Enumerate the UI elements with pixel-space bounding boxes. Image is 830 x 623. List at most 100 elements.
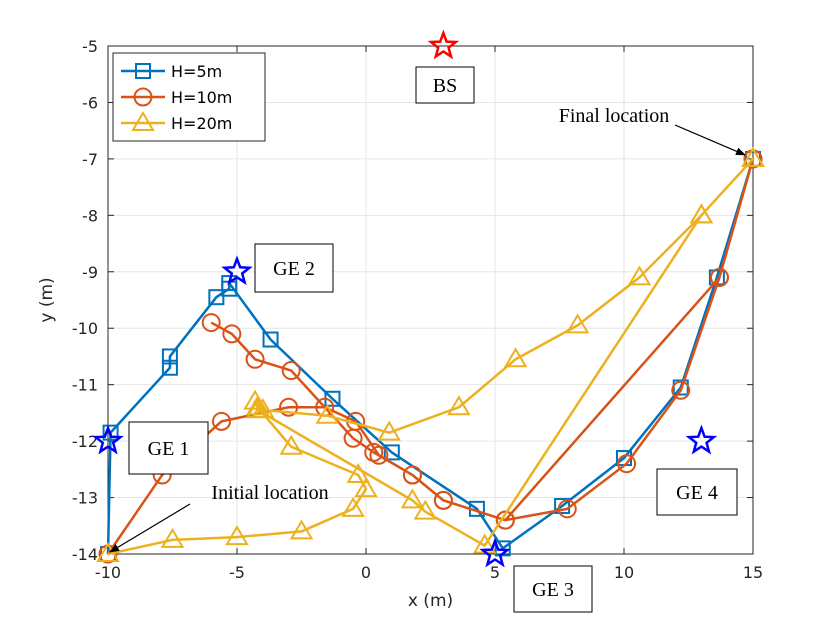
circle-marker <box>212 411 232 431</box>
triangle-marker <box>341 496 365 517</box>
circle-marker <box>557 499 577 519</box>
triangle-marker <box>225 525 249 546</box>
triangle-marker <box>289 519 314 540</box>
circle-marker <box>364 442 384 462</box>
x-tick-label: -5 <box>229 563 245 582</box>
callout-label-ge3: GE 3 <box>532 579 574 601</box>
legend-entry-2: H=10m <box>121 87 232 107</box>
triangle-marker <box>243 389 267 410</box>
x-tick-label: 0 <box>361 563 371 582</box>
star-icon-ge1 <box>92 424 124 455</box>
triangle-marker <box>447 395 471 416</box>
series-1 <box>100 150 761 562</box>
triangle-marker <box>565 313 590 334</box>
square-marker <box>383 444 400 461</box>
callout-label-ge2: GE 2 <box>273 258 315 280</box>
circle-marker <box>671 380 691 400</box>
circle-marker <box>279 397 299 417</box>
location-markers <box>92 29 718 568</box>
star-icon-bs <box>427 29 460 60</box>
y-tick-label: -5 <box>82 37 98 56</box>
callout-ge1: GE 1 <box>128 421 209 475</box>
callout-label-bs: BS <box>433 75 457 97</box>
x-tick-label: 10 <box>614 563 634 582</box>
annotation-text: Initial location <box>211 482 328 504</box>
circle-marker <box>343 428 363 448</box>
triangle-marker <box>354 477 378 498</box>
callout-label-ge4: GE 4 <box>676 482 718 504</box>
x-tick-label: 15 <box>743 563 763 582</box>
callout-ge4: GE 4 <box>656 468 738 516</box>
plot-frame <box>107 45 754 555</box>
callout-box <box>415 66 475 104</box>
annotation-arrow <box>674 124 746 156</box>
square-marker <box>262 331 279 348</box>
axis-ticks: -10 -5 0 5 10 15 -14 -13 -12 -11 -10 -9 -8 -7 -6 -5 <box>72 37 763 582</box>
triangle-marker <box>346 463 371 483</box>
series-3 <box>96 146 765 562</box>
annotation-final-location: Final location <box>559 105 746 156</box>
y-tick-label: -11 <box>72 376 98 395</box>
triangle-marker <box>689 203 714 224</box>
square-marker <box>161 348 178 365</box>
y-axis-label: y (m) <box>37 277 57 322</box>
series <box>96 146 765 564</box>
callout-ge3: GE 3 <box>513 565 593 613</box>
series-line <box>106 157 755 555</box>
triangle-marker <box>627 265 652 286</box>
annotation-arrow <box>109 503 191 553</box>
triangle-marker <box>315 403 340 424</box>
annotations: Final location Initial location <box>109 105 746 553</box>
y-tick-label: -8 <box>82 206 98 225</box>
circle-marker <box>201 313 221 333</box>
square-marker <box>208 289 225 306</box>
y-tick-label: -10 <box>72 319 98 338</box>
triangle-marker <box>503 347 528 368</box>
square-marker <box>494 540 511 557</box>
legend-label: H=10m <box>171 88 232 107</box>
circle-marker <box>245 349 265 369</box>
circle-marker <box>222 324 242 344</box>
callout-box <box>254 243 334 293</box>
star-icon-ge4 <box>685 424 718 455</box>
square-marker <box>221 275 238 292</box>
triangle-marker <box>741 146 765 167</box>
y-tick-label: -7 <box>82 150 98 169</box>
annotation-text: Final location <box>559 105 670 127</box>
triangle-marker <box>131 111 155 131</box>
star-icon-ge2 <box>221 255 253 286</box>
circle-marker <box>281 361 301 381</box>
triangle-marker <box>377 420 401 441</box>
legend[interactable]: H=5m H=10m H=20m <box>112 52 266 142</box>
square-marker <box>102 424 119 441</box>
square-marker <box>135 63 151 79</box>
callout-bs: BS <box>415 66 475 104</box>
y-tick-label: -13 <box>72 489 98 508</box>
star-icon-ge3 <box>479 537 511 568</box>
y-tick-label: -12 <box>72 432 98 451</box>
annotation-initial-location: Initial location <box>109 482 329 553</box>
y-tick-label: -6 <box>82 93 98 112</box>
triangle-marker <box>413 499 438 520</box>
y-tick-label: -9 <box>82 263 98 282</box>
callout-ge2: GE 2 <box>254 243 334 293</box>
circle-marker <box>402 465 422 485</box>
legend-label: H=20m <box>171 114 232 133</box>
triangle-marker <box>400 488 425 509</box>
x-tick-label: -10 <box>95 563 121 582</box>
square-marker <box>161 359 178 376</box>
callout-box <box>513 565 593 613</box>
circle-marker <box>617 454 637 474</box>
callout-label-ge1: GE 1 <box>148 438 190 460</box>
triangle-marker <box>279 434 303 455</box>
x-tick-label: 5 <box>490 563 500 582</box>
circle-marker <box>133 87 153 107</box>
callout-box <box>128 421 209 475</box>
triangle-marker <box>245 398 270 419</box>
legend-label: H=5m <box>171 62 222 81</box>
y-tick-label: -14 <box>72 545 98 564</box>
triangle-marker <box>160 527 185 548</box>
circle-marker <box>433 490 453 510</box>
x-axis-label: x (m) <box>408 591 453 611</box>
